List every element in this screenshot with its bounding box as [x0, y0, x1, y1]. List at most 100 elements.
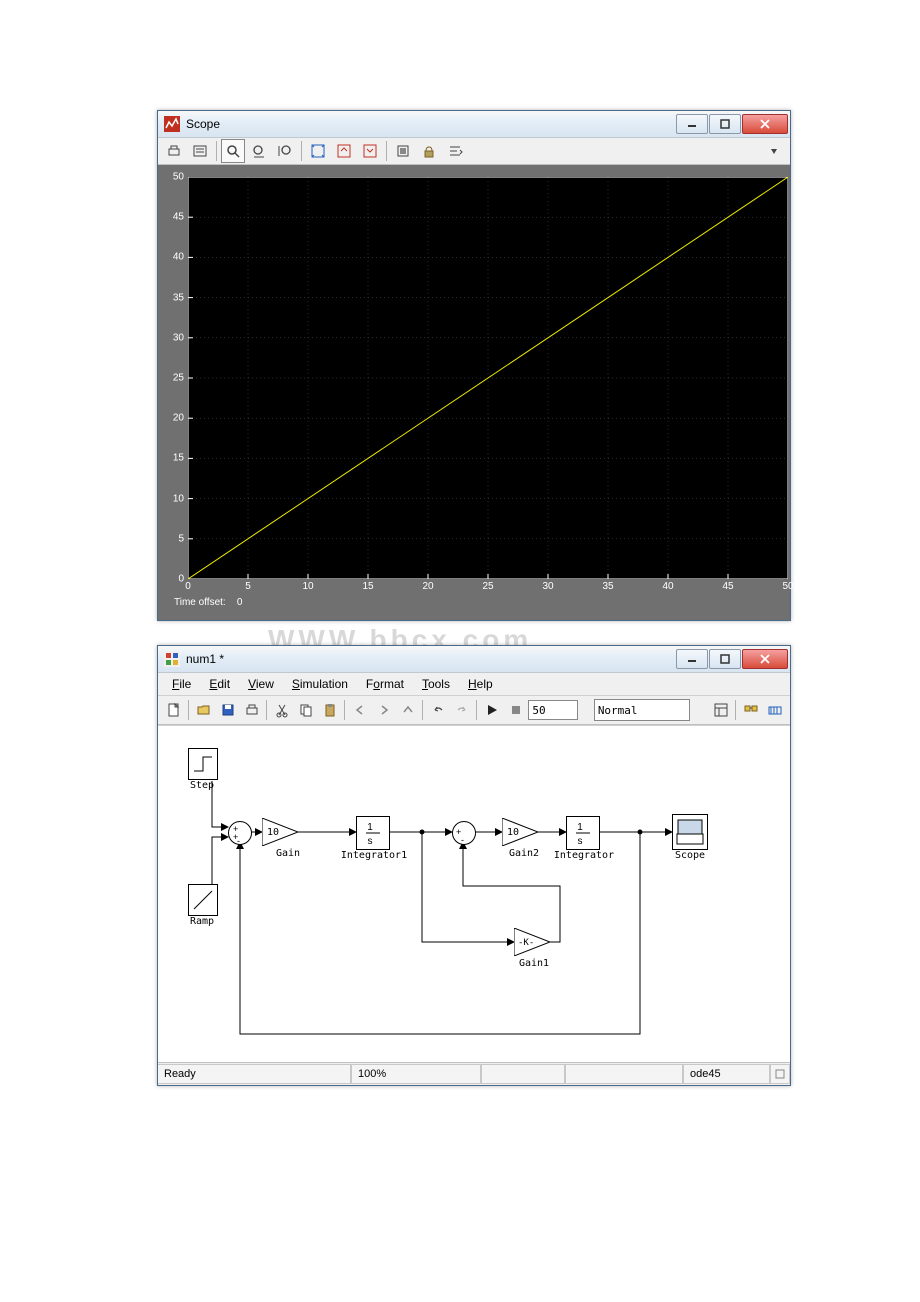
xtick-label: 30 [542, 579, 553, 592]
stop-icon[interactable] [504, 698, 527, 722]
zoom-y-icon[interactable] [273, 139, 297, 163]
scope-body: 50 45 40 35 30 25 20 15 10 5 0 0 5 10 15… [158, 165, 790, 620]
open-icon[interactable] [192, 698, 215, 722]
toolbar-separator [266, 700, 267, 720]
toolbar-separator [344, 700, 345, 720]
ytick-label: 30 [162, 332, 188, 343]
simulink-toolbar: Normal [158, 696, 790, 725]
xtick-label: 15 [362, 579, 373, 592]
minimize-button[interactable] [676, 649, 708, 669]
copy-icon[interactable] [294, 698, 317, 722]
block-scope-label: Scope [672, 850, 708, 861]
stop-time-input[interactable] [528, 700, 578, 720]
ytick-label: 40 [162, 252, 188, 263]
print-icon[interactable] [240, 698, 263, 722]
xtick-label: 45 [722, 579, 733, 592]
svg-text:1: 1 [577, 822, 583, 833]
menu-file[interactable]: File [164, 675, 199, 693]
menu-edit[interactable]: Edit [201, 675, 238, 693]
run-icon[interactable] [480, 698, 503, 722]
block-sum1[interactable]: + + - [228, 821, 252, 845]
xtick-label: 50 [782, 579, 793, 592]
print-icon[interactable] [162, 139, 186, 163]
undo-icon[interactable] [426, 698, 449, 722]
menu-format[interactable]: Format [358, 675, 412, 693]
block-sum2[interactable]: +- [452, 821, 476, 845]
ytick-label: 20 [162, 413, 188, 424]
maximize-button[interactable] [709, 649, 741, 669]
block-gain1-label: Gain1 [516, 958, 552, 969]
toolbar-separator [216, 141, 217, 161]
block-gain2[interactable]: 10 [502, 818, 538, 846]
scope-titlebar[interactable]: Scope [158, 111, 790, 138]
block-gain[interactable]: 10 [262, 818, 298, 846]
simulink-title: num1 * [186, 652, 675, 666]
ytick-label: 45 [162, 212, 188, 223]
toolbar-separator [735, 700, 736, 720]
block-integrator[interactable]: 1s [566, 816, 600, 850]
ytick-label: 50 [162, 172, 188, 183]
library-browser-icon[interactable] [739, 698, 762, 722]
save-icon[interactable] [216, 698, 239, 722]
ytick-label: 25 [162, 373, 188, 384]
svg-text:-: - [237, 836, 240, 844]
model-config-icon[interactable] [763, 698, 786, 722]
up-icon[interactable] [396, 698, 419, 722]
forward-icon[interactable] [372, 698, 395, 722]
cut-icon[interactable] [270, 698, 293, 722]
scope-chart-svg [188, 177, 788, 579]
status-progress: 100% [351, 1064, 481, 1084]
sim-mode-select[interactable]: Normal [594, 699, 690, 721]
status-empty1 [481, 1064, 565, 1084]
simulink-canvas[interactable]: Step Ramp + + - 10 Gain 1s Integrator1 +… [158, 725, 790, 1062]
scope-plot[interactable]: 50 45 40 35 30 25 20 15 10 5 0 0 5 10 15… [188, 177, 788, 579]
ytick-label: 35 [162, 292, 188, 303]
save-axes-icon[interactable] [332, 139, 356, 163]
block-integrator-label: Integrator [552, 850, 616, 861]
resize-grip-icon[interactable] [770, 1064, 790, 1084]
close-button[interactable] [742, 114, 788, 134]
signal-select-icon[interactable] [443, 139, 467, 163]
svg-text:-K-: -K- [518, 938, 534, 948]
float-icon[interactable] [391, 139, 415, 163]
close-button[interactable] [742, 649, 788, 669]
block-step[interactable] [188, 748, 218, 780]
xtick-label: 25 [482, 579, 493, 592]
time-offset: Time offset: 0 [170, 579, 778, 612]
menu-tools[interactable]: Tools [414, 675, 458, 693]
menu-simulation[interactable]: Simulation [284, 675, 356, 693]
zoom-x-icon[interactable] [247, 139, 271, 163]
block-gain-label: Gain [270, 848, 306, 859]
block-gain1[interactable]: -K- [514, 928, 550, 956]
new-icon[interactable] [162, 698, 185, 722]
minimize-button[interactable] [676, 114, 708, 134]
paste-icon[interactable] [318, 698, 341, 722]
block-ramp[interactable] [188, 884, 218, 916]
signal-lines [158, 726, 790, 1062]
restore-axes-icon[interactable] [358, 139, 382, 163]
block-integrator1[interactable]: 1s [356, 816, 390, 850]
redo-icon[interactable] [450, 698, 473, 722]
zoom-icon[interactable] [221, 139, 245, 163]
svg-text:10: 10 [507, 827, 519, 838]
time-offset-value: 0 [237, 597, 243, 608]
block-scope[interactable] [672, 814, 708, 850]
time-offset-label: Time offset: [174, 597, 226, 608]
svg-text:1: 1 [367, 822, 373, 833]
autoscale-icon[interactable] [306, 139, 330, 163]
ytick-label: 10 [162, 493, 188, 504]
menu-view[interactable]: View [240, 675, 282, 693]
back-icon[interactable] [348, 698, 371, 722]
svg-text:s: s [578, 836, 583, 847]
toolbar-separator [386, 141, 387, 161]
menu-help[interactable]: Help [460, 675, 501, 693]
lock-icon[interactable] [417, 139, 441, 163]
status-ready: Ready [158, 1064, 351, 1084]
ytick-label: 5 [162, 533, 188, 544]
maximize-button[interactable] [709, 114, 741, 134]
dropdown-arrow-icon[interactable] [762, 139, 786, 163]
model-explorer-icon[interactable] [709, 698, 732, 722]
ytick-label: 0 [162, 574, 188, 585]
simulink-titlebar[interactable]: num1 * [158, 646, 790, 673]
parameters-icon[interactable] [188, 139, 212, 163]
